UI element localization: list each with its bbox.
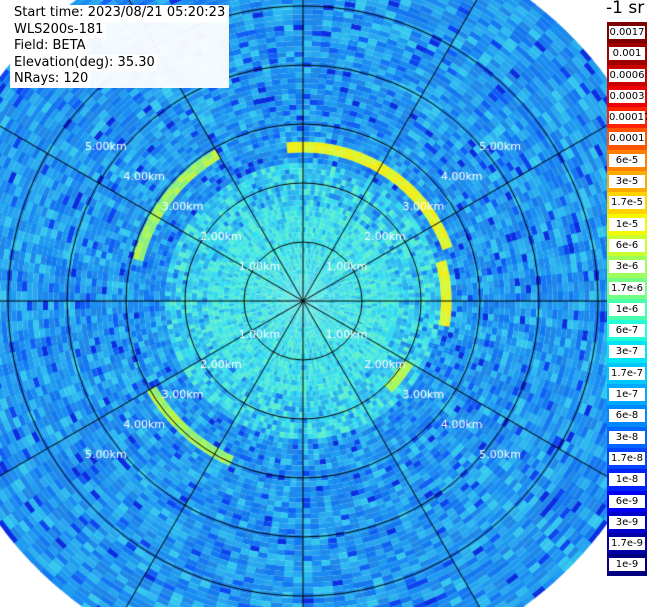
colorbar-tick-label: 6e-8 bbox=[609, 409, 645, 423]
colorbar-swatch: 6e-6 bbox=[607, 234, 647, 257]
colorbar-swatch: 0.0006 bbox=[607, 64, 647, 86]
start-time-text: Start time: 2023/08/21 05:20:23 bbox=[12, 5, 228, 22]
colorbar-swatch: 1e-5 bbox=[607, 213, 647, 235]
colorbar-swatch: 6e-9 bbox=[607, 490, 647, 512]
colorbar-swatch: 3e-5 bbox=[607, 171, 647, 193]
colorbar-swatch: 1e-6 bbox=[607, 298, 647, 321]
colorbar-tick-label: 1.7e-8 bbox=[609, 451, 645, 465]
colorbar-tick-label: 0.0003 bbox=[609, 89, 645, 103]
elevation-text: Elevation(deg): 35.30 bbox=[12, 54, 157, 71]
colorbar-tick-label: 6e-5 bbox=[609, 153, 645, 167]
scan-info-panel: Start time: 2023/08/21 05:20:23 WLS200s-… bbox=[10, 5, 230, 88]
colorbar-swatch: 0.0003 bbox=[607, 85, 647, 108]
field-text: Field: BETA bbox=[12, 38, 88, 55]
colorbar-swatch: 6e-8 bbox=[607, 405, 647, 427]
colorbar-tick-label: 1.7e-6 bbox=[609, 281, 645, 295]
colorbar-swatch: 3e-6 bbox=[607, 256, 647, 278]
colorbar-tick-label: 3e-5 bbox=[609, 175, 645, 189]
colorbar-tick-label: 6e-9 bbox=[609, 494, 645, 508]
colorbar-legend: 0.0017 0.001 0.0006 0.0003 0.00017 0.0001 6e-5… bbox=[607, 22, 647, 576]
colorbar-tick-label: 1e-7 bbox=[609, 388, 645, 402]
colorbar-swatch: 1.7e-8 bbox=[607, 447, 647, 470]
colorbar-tick-label: 1e-8 bbox=[609, 473, 645, 487]
colorbar-units-label: -1 sr bbox=[606, 0, 645, 18]
colorbar-swatch: 6e-7 bbox=[607, 320, 647, 342]
colorbar-swatch: 3e-7 bbox=[607, 341, 647, 363]
colorbar-tick-label: 0.00017 bbox=[609, 111, 647, 125]
colorbar-swatch: 3e-8 bbox=[607, 426, 647, 448]
colorbar-tick-label: 1e-9 bbox=[609, 558, 645, 572]
colorbar-swatch: 1.7e-5 bbox=[607, 192, 647, 214]
colorbar-swatch: 1e-9 bbox=[607, 554, 647, 576]
colorbar-tick-label: 6e-6 bbox=[609, 238, 645, 252]
colorbar-swatch: 1e-7 bbox=[607, 384, 647, 406]
colorbar-swatch: 1e-8 bbox=[607, 469, 647, 491]
colorbar-tick-label: 1.7e-7 bbox=[609, 366, 645, 380]
colorbar-tick-label: 3e-9 bbox=[609, 515, 645, 529]
colorbar-tick-label: 0.0001 bbox=[609, 132, 645, 146]
colorbar-swatch: 6e-5 bbox=[607, 149, 647, 172]
colorbar-tick-label: 3e-7 bbox=[609, 345, 645, 359]
colorbar-tick-label: 3e-6 bbox=[609, 260, 645, 274]
colorbar-swatch: 0.0017 bbox=[607, 22, 647, 44]
colorbar-tick-label: 1.7e-9 bbox=[609, 537, 645, 551]
colorbar-swatch: 0.00017 bbox=[607, 107, 647, 129]
colorbar-tick-label: 1e-6 bbox=[609, 302, 645, 316]
site-name-text: WLS200s-181 bbox=[12, 21, 106, 38]
nrays-text: NRays: 120 bbox=[12, 71, 91, 88]
colorbar-tick-label: 1.7e-5 bbox=[609, 196, 645, 210]
colorbar-tick-label: 6e-7 bbox=[609, 324, 645, 338]
colorbar-swatch: 1.7e-6 bbox=[607, 277, 647, 299]
colorbar-swatch: 3e-9 bbox=[607, 511, 647, 534]
colorbar-swatch: 0.001 bbox=[607, 43, 647, 65]
colorbar-swatch: 1.7e-9 bbox=[607, 533, 647, 555]
colorbar-tick-label: 0.0006 bbox=[609, 68, 645, 82]
colorbar-tick-label: 3e-8 bbox=[609, 430, 645, 444]
colorbar-tick-label: 1e-5 bbox=[609, 217, 645, 231]
colorbar-tick-label: 0.001 bbox=[609, 47, 645, 61]
colorbar-swatch: 0.0001 bbox=[607, 128, 647, 150]
colorbar-tick-label: 0.0017 bbox=[609, 26, 645, 39]
colorbar-swatch: 1.7e-7 bbox=[607, 362, 647, 385]
